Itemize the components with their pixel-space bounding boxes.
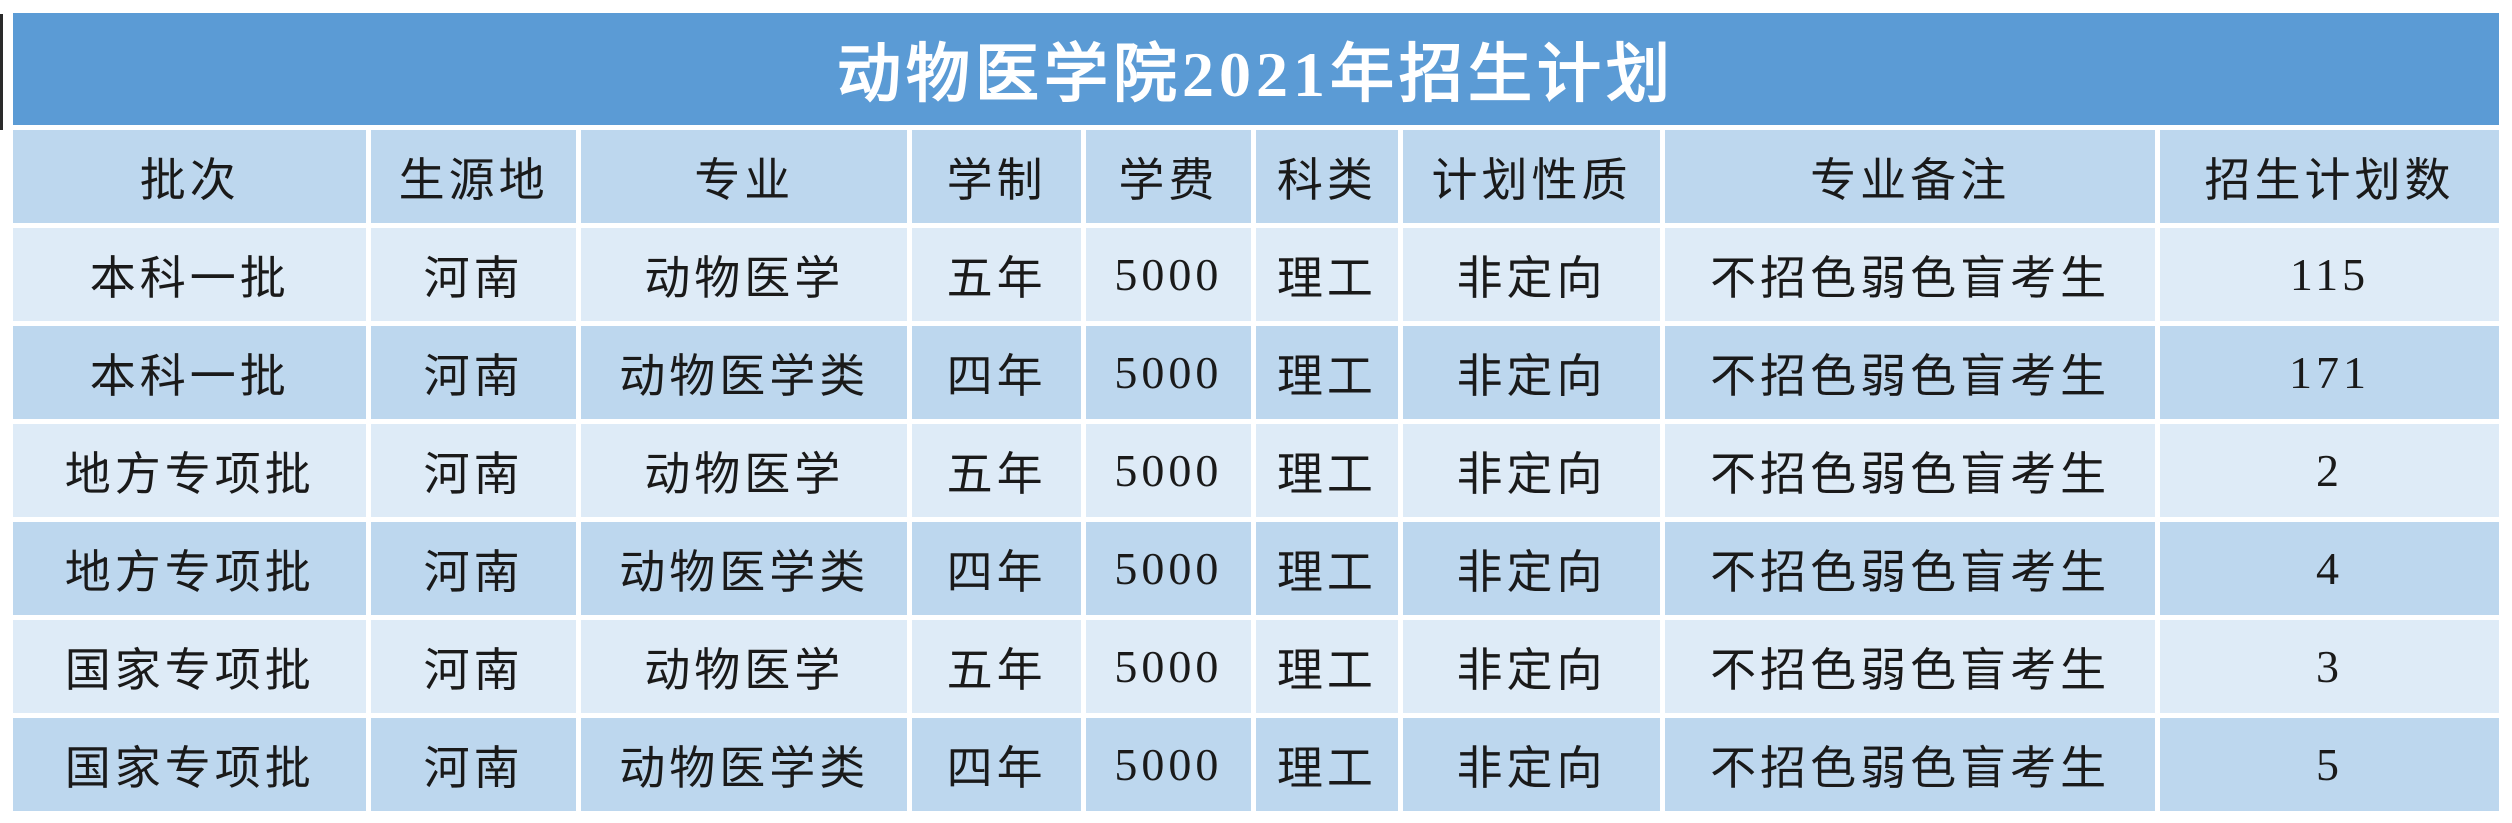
column-header-plan-count: 招生计划数	[2159, 130, 2499, 223]
cell-plan-count: 5	[2159, 718, 2499, 811]
cell-duration: 五年	[912, 228, 1081, 321]
cell-plan-type: 非定向	[1402, 424, 1661, 517]
cell-batch: 地方专项批	[13, 522, 367, 615]
cell-major: 动物医学	[580, 620, 908, 713]
cell-tuition: 5000	[1085, 424, 1252, 517]
cell-category: 理工	[1256, 522, 1398, 615]
cell-duration: 四年	[912, 326, 1081, 419]
cell-plan-count: 171	[2159, 326, 2499, 419]
column-header-province: 生源地	[371, 130, 576, 223]
cell-major: 动物医学	[580, 228, 908, 321]
cell-major-note: 不招色弱色盲考生	[1665, 326, 2155, 419]
column-header-duration: 学制	[912, 130, 1081, 223]
cell-tuition: 5000	[1085, 326, 1252, 419]
cell-major: 动物医学类	[580, 326, 908, 419]
column-header-batch: 批次	[13, 130, 367, 223]
cell-major: 动物医学	[580, 424, 908, 517]
cell-major-note: 不招色弱色盲考生	[1665, 522, 2155, 615]
cell-tuition: 5000	[1085, 522, 1252, 615]
title-row: 动物医学院2021年招生计划	[13, 13, 2499, 125]
cell-duration: 五年	[912, 620, 1081, 713]
table-row: 本科一批 河南 动物医学 五年 5000 理工 非定向 不招色弱色盲考生 115	[13, 228, 2499, 321]
cell-province: 河南	[371, 620, 576, 713]
cell-province: 河南	[371, 718, 576, 811]
cell-batch: 国家专项批	[13, 620, 367, 713]
cell-major: 动物医学类	[580, 718, 908, 811]
cell-batch: 本科一批	[13, 228, 367, 321]
cell-major-note: 不招色弱色盲考生	[1665, 424, 2155, 517]
table-row: 国家专项批 河南 动物医学 五年 5000 理工 非定向 不招色弱色盲考生 3	[13, 620, 2499, 713]
cell-plan-type: 非定向	[1402, 620, 1661, 713]
cell-duration: 四年	[912, 718, 1081, 811]
cell-plan-count: 3	[2159, 620, 2499, 713]
cell-tuition: 5000	[1085, 228, 1252, 321]
table-title: 动物医学院2021年招生计划	[13, 13, 2499, 125]
cell-province: 河南	[371, 522, 576, 615]
cell-duration: 四年	[912, 522, 1081, 615]
cell-tuition: 5000	[1085, 718, 1252, 811]
header-row: 批次 生源地 专业 学制 学费 科类 计划性质 专业备注 招生计划数	[13, 130, 2499, 223]
cell-category: 理工	[1256, 326, 1398, 419]
cell-major-note: 不招色弱色盲考生	[1665, 228, 2155, 321]
cell-tuition: 5000	[1085, 620, 1252, 713]
column-header-tuition: 学费	[1085, 130, 1252, 223]
cell-plan-count: 115	[2159, 228, 2499, 321]
table-row: 地方专项批 河南 动物医学类 四年 5000 理工 非定向 不招色弱色盲考生 4	[13, 522, 2499, 615]
column-header-plan-type: 计划性质	[1402, 130, 1661, 223]
column-header-major-note: 专业备注	[1665, 130, 2155, 223]
column-header-major: 专业	[580, 130, 908, 223]
cell-plan-count: 2	[2159, 424, 2499, 517]
cell-batch: 本科一批	[13, 326, 367, 419]
cell-plan-type: 非定向	[1402, 718, 1661, 811]
cell-batch: 国家专项批	[13, 718, 367, 811]
cell-plan-count: 4	[2159, 522, 2499, 615]
cell-major-note: 不招色弱色盲考生	[1665, 718, 2155, 811]
cell-plan-type: 非定向	[1402, 228, 1661, 321]
table-row: 本科一批 河南 动物医学类 四年 5000 理工 非定向 不招色弱色盲考生 171	[13, 326, 2499, 419]
column-header-category: 科类	[1256, 130, 1398, 223]
grid-border-artifact	[0, 14, 3, 130]
enrollment-plan-table: 动物医学院2021年招生计划 批次 生源地 专业 学制 学费 科类 计划性质 专业备注 招生计划…	[8, 8, 2504, 816]
table-row: 国家专项批 河南 动物医学类 四年 5000 理工 非定向 不招色弱色盲考生 5	[13, 718, 2499, 811]
cell-major: 动物医学类	[580, 522, 908, 615]
cell-plan-type: 非定向	[1402, 326, 1661, 419]
cell-major-note: 不招色弱色盲考生	[1665, 620, 2155, 713]
table-row: 地方专项批 河南 动物医学 五年 5000 理工 非定向 不招色弱色盲考生 2	[13, 424, 2499, 517]
cell-province: 河南	[371, 326, 576, 419]
cell-category: 理工	[1256, 620, 1398, 713]
cell-batch: 地方专项批	[13, 424, 367, 517]
cell-category: 理工	[1256, 424, 1398, 517]
cell-category: 理工	[1256, 228, 1398, 321]
cell-duration: 五年	[912, 424, 1081, 517]
cell-plan-type: 非定向	[1402, 522, 1661, 615]
cell-province: 河南	[371, 228, 576, 321]
cell-province: 河南	[371, 424, 576, 517]
cell-category: 理工	[1256, 718, 1398, 811]
